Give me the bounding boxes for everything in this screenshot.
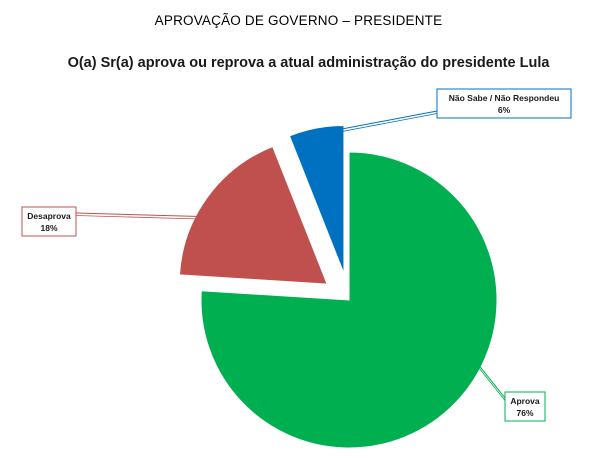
data-label-box xyxy=(504,391,546,422)
leader-line xyxy=(295,110,438,139)
data-label-name: Não Sabe / Não Respondeu xyxy=(449,93,560,103)
data-label-value: 18% xyxy=(40,223,57,233)
data-label-box xyxy=(436,88,572,119)
leader-line xyxy=(478,365,506,399)
pie-slice-n-o-sabe-n-o-respondeu xyxy=(288,124,345,274)
data-label-box xyxy=(21,206,77,237)
data-label-name: Aprova xyxy=(510,396,540,406)
data-label-value: 76% xyxy=(516,408,533,418)
leader-line xyxy=(479,368,506,401)
pie-slice-aprova xyxy=(200,151,498,449)
data-label-name: Desaprova xyxy=(27,211,71,221)
leader-line xyxy=(75,215,201,220)
leader-line xyxy=(295,113,438,141)
chart-subtitle: O(a) Sr(a) aprova ou reprova a atual adm… xyxy=(67,55,550,71)
data-label-value: 6% xyxy=(498,105,511,115)
leader-line xyxy=(75,212,201,218)
page-title: APROVAÇÃO DE GOVERNO – PRESIDENTE xyxy=(154,13,443,28)
pie-slice-desaprova xyxy=(178,145,328,285)
